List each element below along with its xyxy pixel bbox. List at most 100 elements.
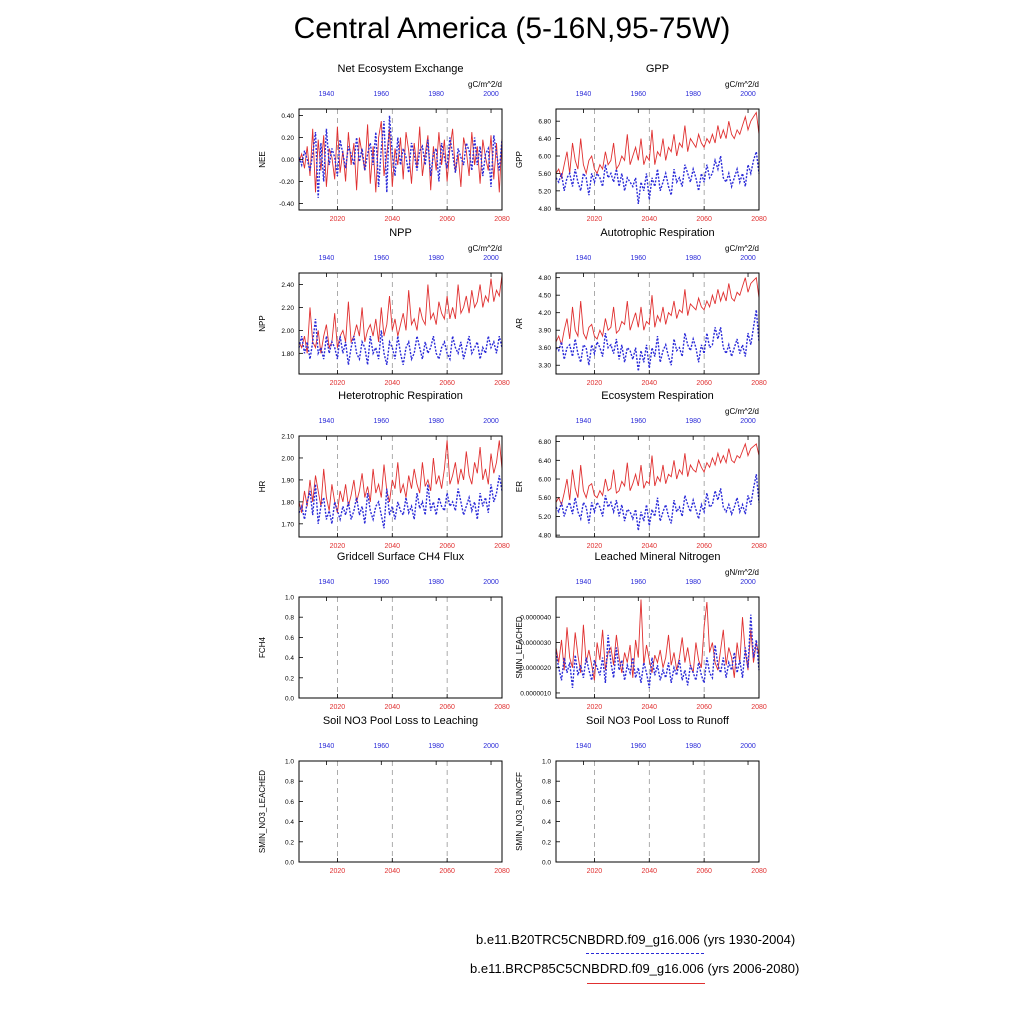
x-tick-label-top: 1960 xyxy=(374,743,390,750)
panel-title: GPP xyxy=(646,63,669,75)
y-tick-label: 0.2 xyxy=(285,675,294,682)
y-tick-label: 1.70 xyxy=(281,521,294,528)
y-tick-label: 0.0 xyxy=(285,696,294,703)
x-tick-label-bottom: 2040 xyxy=(641,543,657,550)
x-tick-label-bottom: 2060 xyxy=(439,216,455,223)
x-tick-label-top: 1940 xyxy=(576,418,592,425)
x-tick-label-top: 2000 xyxy=(740,418,756,425)
x-tick-label-bottom: 2040 xyxy=(641,868,657,875)
y-tick-label: 6.40 xyxy=(538,136,551,143)
y-tick-label: 4.80 xyxy=(538,533,551,540)
x-tick-label-bottom: 2080 xyxy=(494,380,510,387)
y-tick-label: 3.30 xyxy=(538,363,551,370)
y-tick-label: 0.6 xyxy=(285,635,294,642)
x-tick-label-bottom: 2080 xyxy=(751,868,767,875)
x-tick-label-bottom: 2060 xyxy=(696,216,712,223)
x-tick-label-bottom: 2040 xyxy=(384,380,400,387)
x-tick-label-bottom: 2060 xyxy=(696,543,712,550)
x-tick-label-top: 1940 xyxy=(319,91,335,98)
y-tick-label: 1.90 xyxy=(281,477,294,484)
series-historical-line xyxy=(298,318,503,365)
series-rcp-line xyxy=(555,111,760,180)
x-tick-label-bottom: 2080 xyxy=(751,704,767,711)
x-tick-label-top: 1960 xyxy=(374,255,390,262)
series-rcp-line xyxy=(298,275,503,354)
units-label: gC/m^2/d xyxy=(725,407,759,416)
plot-frame xyxy=(298,760,503,863)
x-tick-label-bottom: 2080 xyxy=(751,216,767,223)
x-tick-label-top: 1940 xyxy=(319,255,335,262)
x-tick-label-bottom: 2020 xyxy=(330,380,346,387)
x-tick-label-bottom: 2020 xyxy=(330,704,346,711)
x-tick-label-top: 1980 xyxy=(428,579,444,586)
x-tick-label-bottom: 2060 xyxy=(439,543,455,550)
x-tick-label-bottom: 2040 xyxy=(384,216,400,223)
y-tick-label: 2.00 xyxy=(281,455,294,462)
panel-gpp: GPP gC/m^2/d 2020 2040 2060 2080 1940 1960 1980 2… xyxy=(515,63,767,223)
y-tick-label: 6.80 xyxy=(538,119,551,126)
y-axis-label: GPP xyxy=(515,151,524,168)
x-tick-label-top: 1980 xyxy=(428,91,444,98)
units-label: gC/m^2/d xyxy=(725,244,759,253)
x-tick-label-top: 1960 xyxy=(631,579,647,586)
y-axis-label: ER xyxy=(515,481,524,492)
y-tick-label: 5.60 xyxy=(538,495,551,502)
y-tick-label: 0.0000030 xyxy=(520,640,551,647)
y-axis-label: NEE xyxy=(258,151,267,167)
panel-title: Soil NO3 Pool Loss to Leaching xyxy=(323,715,478,727)
x-tick-label-top: 1980 xyxy=(685,743,701,750)
panel-title: Ecosystem Respiration xyxy=(601,390,714,402)
x-tick-label-bottom: 2080 xyxy=(494,543,510,550)
panel-nee: Net Ecosystem Exchange gC/m^2/d 2020 2040 20… xyxy=(258,63,510,223)
y-tick-label: 0.6 xyxy=(542,799,551,806)
plot-frame xyxy=(555,596,760,699)
x-tick-label-bottom: 2040 xyxy=(641,380,657,387)
x-tick-label-top: 1940 xyxy=(576,255,592,262)
panel-smin_leached: Leached Mineral Nitrogen gN/m^2/d 2020 2040… xyxy=(515,551,767,711)
y-tick-label: 6.00 xyxy=(538,477,551,484)
x-tick-label-top: 1980 xyxy=(685,91,701,98)
y-tick-label: -0.20 xyxy=(279,179,294,186)
units-label: gC/m^2/d xyxy=(468,244,502,253)
x-tick-label-top: 2000 xyxy=(483,91,499,98)
units-label: gN/m^2/d xyxy=(725,568,759,577)
plot-frame xyxy=(555,760,760,863)
panel-hr: Heterotrophic Respiration 2020 2040 2060 208… xyxy=(258,390,510,550)
x-tick-label-bottom: 2020 xyxy=(330,216,346,223)
x-tick-label-top: 1940 xyxy=(576,579,592,586)
x-tick-label-top: 2000 xyxy=(483,255,499,262)
x-tick-label-top: 2000 xyxy=(740,91,756,98)
x-tick-label-top: 1940 xyxy=(576,743,592,750)
plot-frame xyxy=(555,435,760,538)
y-tick-label: 0.8 xyxy=(285,615,294,622)
plot-frame xyxy=(298,596,503,699)
y-tick-label: 0.4 xyxy=(285,655,294,662)
series-historical-line xyxy=(298,475,503,529)
plot-frame xyxy=(298,435,503,538)
x-tick-label-bottom: 2020 xyxy=(587,704,603,711)
y-tick-label: 0.4 xyxy=(542,819,551,826)
y-tick-label: 5.60 xyxy=(538,171,551,178)
y-tick-label: 0.0 xyxy=(542,860,551,867)
y-tick-label: 4.20 xyxy=(538,310,551,317)
x-tick-label-bottom: 2020 xyxy=(587,216,603,223)
x-tick-label-bottom: 2080 xyxy=(751,380,767,387)
x-tick-label-top: 1960 xyxy=(631,418,647,425)
panel-ar: Autotrophic Respiration gC/m^2/d 2020 2040 2… xyxy=(515,227,767,387)
series-rcp-line xyxy=(298,121,503,193)
x-tick-label-top: 1960 xyxy=(631,91,647,98)
x-tick-label-top: 1960 xyxy=(631,255,647,262)
legend-rcp-label: b.e11.BRCP85C5CNBDRD.f09_g16.006 (yrs 20… xyxy=(470,961,800,976)
series-historical-line xyxy=(555,151,760,204)
figure-title: Central America (5-16N,95-75W) xyxy=(293,12,731,45)
series-historical-line xyxy=(555,474,760,531)
y-tick-label: 6.00 xyxy=(538,154,551,161)
series-rcp-line xyxy=(298,440,503,513)
x-tick-label-top: 2000 xyxy=(740,743,756,750)
x-tick-label-bottom: 2060 xyxy=(696,704,712,711)
y-axis-label: HR xyxy=(258,481,267,493)
y-tick-label: 2.20 xyxy=(281,305,294,312)
y-tick-label: 2.10 xyxy=(281,434,294,441)
y-tick-label: 0.8 xyxy=(285,779,294,786)
legend-rcp-swatch xyxy=(587,983,705,984)
